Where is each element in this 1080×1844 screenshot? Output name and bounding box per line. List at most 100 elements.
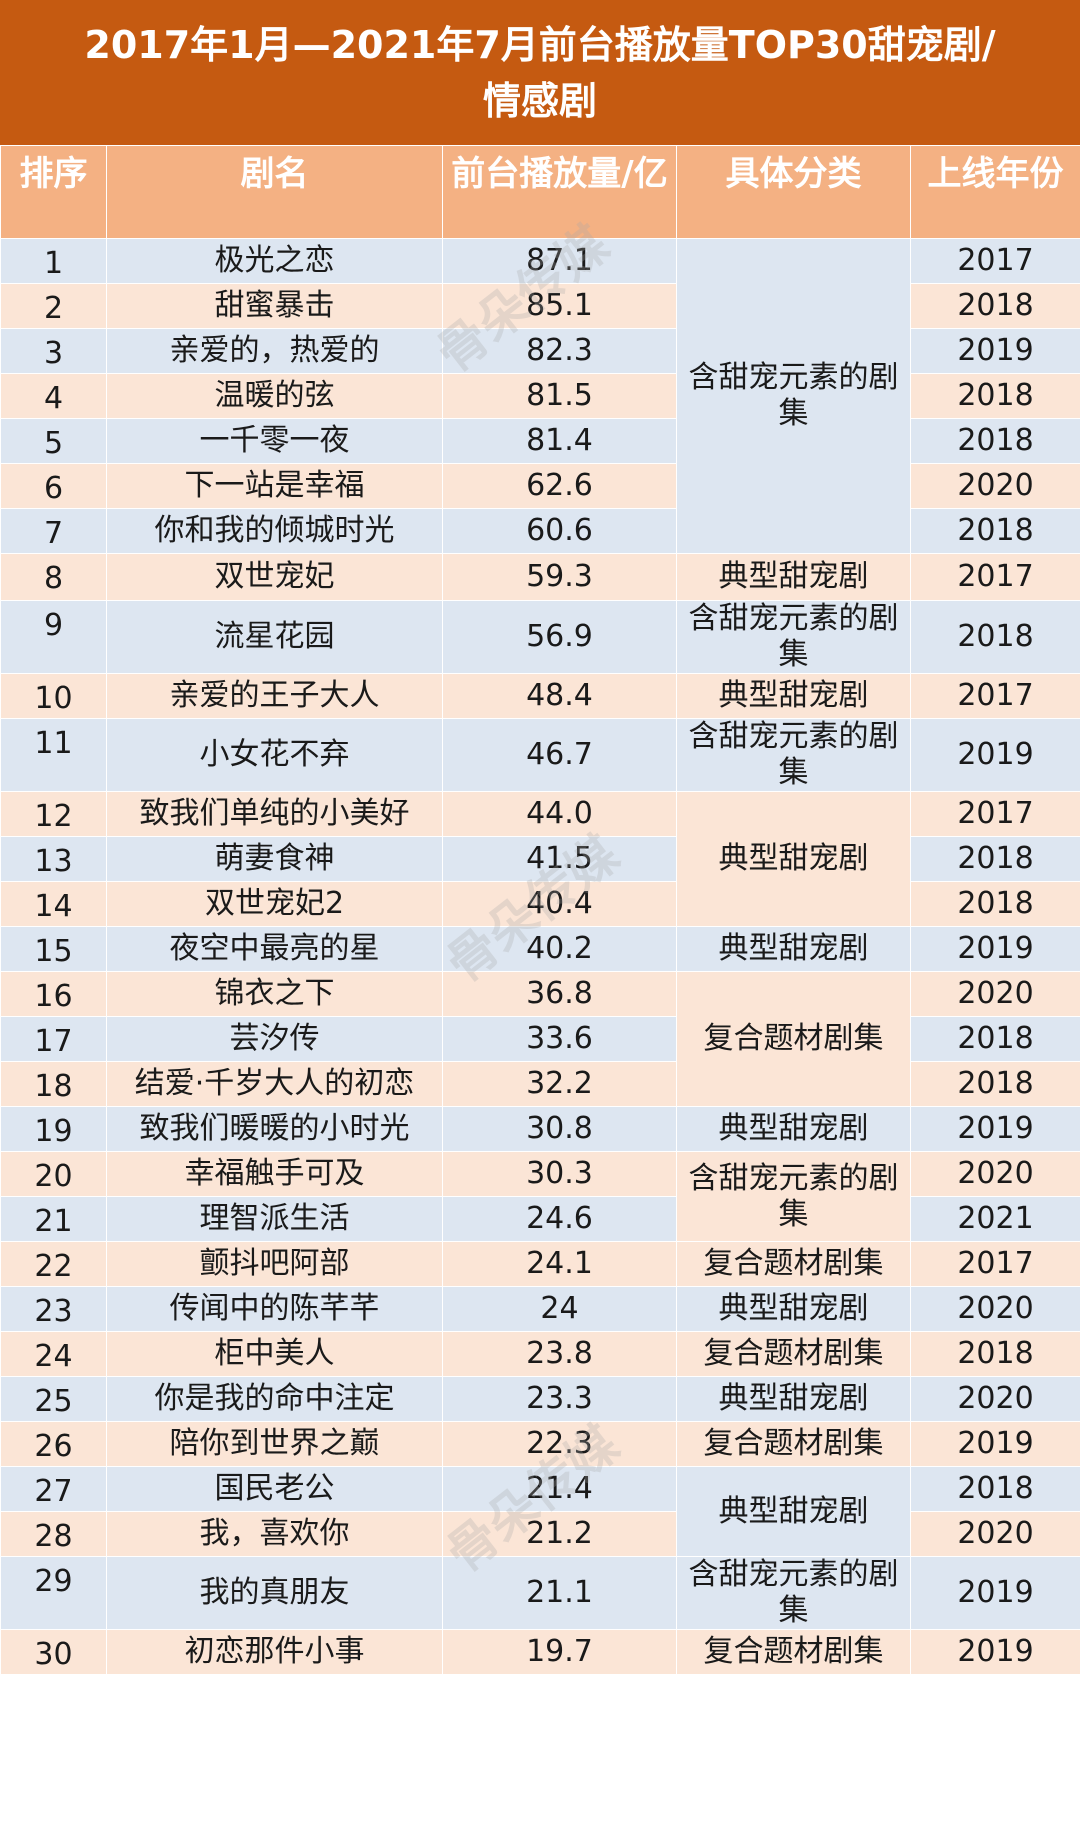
views-cell: 33.6: [442, 1016, 677, 1062]
year-cell: 2020: [910, 971, 1080, 1017]
year-cell: 2017: [910, 673, 1080, 719]
rank-cell: 24: [0, 1331, 107, 1377]
rank-cell: 1: [0, 238, 107, 284]
rank-cell: 5: [0, 418, 107, 464]
year-cell: 2018: [910, 600, 1080, 674]
ranking-table: 排序 剧名 前台播放量/亿 具体分类 上线年份 1 极光之恋 87.1 含甜宠元素的剧…: [0, 145, 1080, 1675]
year-cell: 2019: [910, 718, 1080, 792]
year-cell: 2019: [910, 926, 1080, 972]
table-row: 9 流星花园 56.9 含甜宠元素的剧集 2018: [0, 600, 1080, 674]
name-cell: 你是我的命中注定: [106, 1376, 443, 1422]
rank-cell: 9: [0, 600, 107, 674]
views-cell: 44.0: [442, 791, 677, 837]
table-row: 20 幸福触手可及 30.3 含甜宠元素的剧集 2020: [0, 1151, 1080, 1242]
views-cell: 30.8: [442, 1106, 677, 1152]
views-cell: 21.2: [442, 1511, 677, 1557]
views-cell: 48.4: [442, 673, 677, 719]
year-cell: 2019: [910, 1629, 1080, 1675]
name-cell: 理智派生活: [106, 1196, 443, 1242]
rank-cell: 13: [0, 836, 107, 882]
year-cell: 2020: [910, 1511, 1080, 1557]
table-row: 3 亲爱的，热爱的 82.3 2019: [0, 328, 1080, 374]
table-row: 7 你和我的倾城时光 60.6 2018: [0, 508, 1080, 554]
rank-cell: 10: [0, 673, 107, 719]
category-cell: 复合题材剧集: [676, 1241, 911, 1287]
year-cell: 2018: [910, 283, 1080, 329]
table-row: 2 甜蜜暴击 85.1 2018: [0, 283, 1080, 329]
name-cell: 流星花园: [106, 600, 443, 674]
views-cell: 30.3: [442, 1151, 677, 1197]
year-cell: 2019: [910, 1421, 1080, 1467]
category-cell: 典型甜宠剧: [676, 1466, 911, 1557]
category-cell: 含甜宠元素的剧集: [676, 238, 911, 554]
views-cell: 32.2: [442, 1061, 677, 1107]
name-cell: 萌妻食神: [106, 836, 443, 882]
table-row: 14 双世宠妃2 40.4 2018: [0, 881, 1080, 927]
category-cell: 典型甜宠剧: [676, 926, 911, 972]
rank-cell: 11: [0, 718, 107, 792]
rank-cell: 14: [0, 881, 107, 927]
views-cell: 21.4: [442, 1466, 677, 1512]
category-cell: 含甜宠元素的剧集: [676, 1151, 911, 1242]
name-cell: 一千零一夜: [106, 418, 443, 464]
name-cell: 夜空中最亮的星: [106, 926, 443, 972]
rank-cell: 28: [0, 1511, 107, 1557]
name-cell: 下一站是幸福: [106, 463, 443, 509]
category-cell: 含甜宠元素的剧集: [676, 718, 911, 792]
rank-cell: 6: [0, 463, 107, 509]
year-cell: 2017: [910, 238, 1080, 284]
views-cell: 56.9: [442, 600, 677, 674]
category-cell: 复合题材剧集: [676, 971, 911, 1107]
category-cell: 典型甜宠剧: [676, 791, 911, 927]
category-cell: 典型甜宠剧: [676, 553, 911, 601]
name-cell: 国民老公: [106, 1466, 443, 1512]
year-cell: 2018: [910, 1331, 1080, 1377]
year-cell: 2018: [910, 373, 1080, 419]
year-cell: 2019: [910, 328, 1080, 374]
views-cell: 41.5: [442, 836, 677, 882]
views-cell: 23.8: [442, 1331, 677, 1377]
year-cell: 2018: [910, 1061, 1080, 1107]
table-row: 17 芸汐传 33.6 2018: [0, 1016, 1080, 1062]
views-cell: 85.1: [442, 283, 677, 329]
views-cell: 82.3: [442, 328, 677, 374]
table-row: 26 陪你到世界之巅 22.3 复合题材剧集 2019: [0, 1421, 1080, 1467]
name-cell: 双世宠妃: [106, 553, 443, 601]
views-cell: 23.3: [442, 1376, 677, 1422]
year-cell: 2021: [910, 1196, 1080, 1242]
table-row: 5 一千零一夜 81.4 2018: [0, 418, 1080, 464]
name-cell: 锦衣之下: [106, 971, 443, 1017]
table-row: 19 致我们暖暖的小时光 30.8 典型甜宠剧 2019: [0, 1106, 1080, 1152]
views-cell: 24.6: [442, 1196, 677, 1242]
rank-cell: 15: [0, 926, 107, 972]
name-cell: 芸汐传: [106, 1016, 443, 1062]
year-cell: 2020: [910, 1151, 1080, 1197]
title-line-2: 情感剧: [482, 79, 597, 123]
rank-cell: 8: [0, 553, 107, 601]
views-cell: 87.1: [442, 238, 677, 284]
name-cell: 双世宠妃2: [106, 881, 443, 927]
rank-cell: 18: [0, 1061, 107, 1107]
rank-cell: 2: [0, 283, 107, 329]
rank-cell: 4: [0, 373, 107, 419]
year-cell: 2019: [910, 1556, 1080, 1630]
year-cell: 2018: [910, 881, 1080, 927]
table-row: 22 颤抖吧阿部 24.1 复合题材剧集 2017: [0, 1241, 1080, 1287]
rank-cell: 27: [0, 1466, 107, 1512]
table-row: 13 萌妻食神 41.5 2018: [0, 836, 1080, 882]
views-cell: 40.2: [442, 926, 677, 972]
views-cell: 36.8: [442, 971, 677, 1017]
views-cell: 81.5: [442, 373, 677, 419]
views-cell: 46.7: [442, 718, 677, 792]
table-body: 1 极光之恋 87.1 含甜宠元素的剧集 2017 2 甜蜜暴击 85.1 2018 3 亲爱的，热…: [0, 238, 1080, 1675]
table-row: 23 传闻中的陈芊芊 24 典型甜宠剧 2020: [0, 1286, 1080, 1332]
rank-cell: 30: [0, 1629, 107, 1675]
views-cell: 24.1: [442, 1241, 677, 1287]
rank-cell: 7: [0, 508, 107, 554]
year-cell: 2017: [910, 1241, 1080, 1287]
views-cell: 21.1: [442, 1556, 677, 1630]
name-cell: 致我们暖暖的小时光: [106, 1106, 443, 1152]
views-cell: 59.3: [442, 553, 677, 601]
rank-cell: 25: [0, 1376, 107, 1422]
rank-cell: 22: [0, 1241, 107, 1287]
